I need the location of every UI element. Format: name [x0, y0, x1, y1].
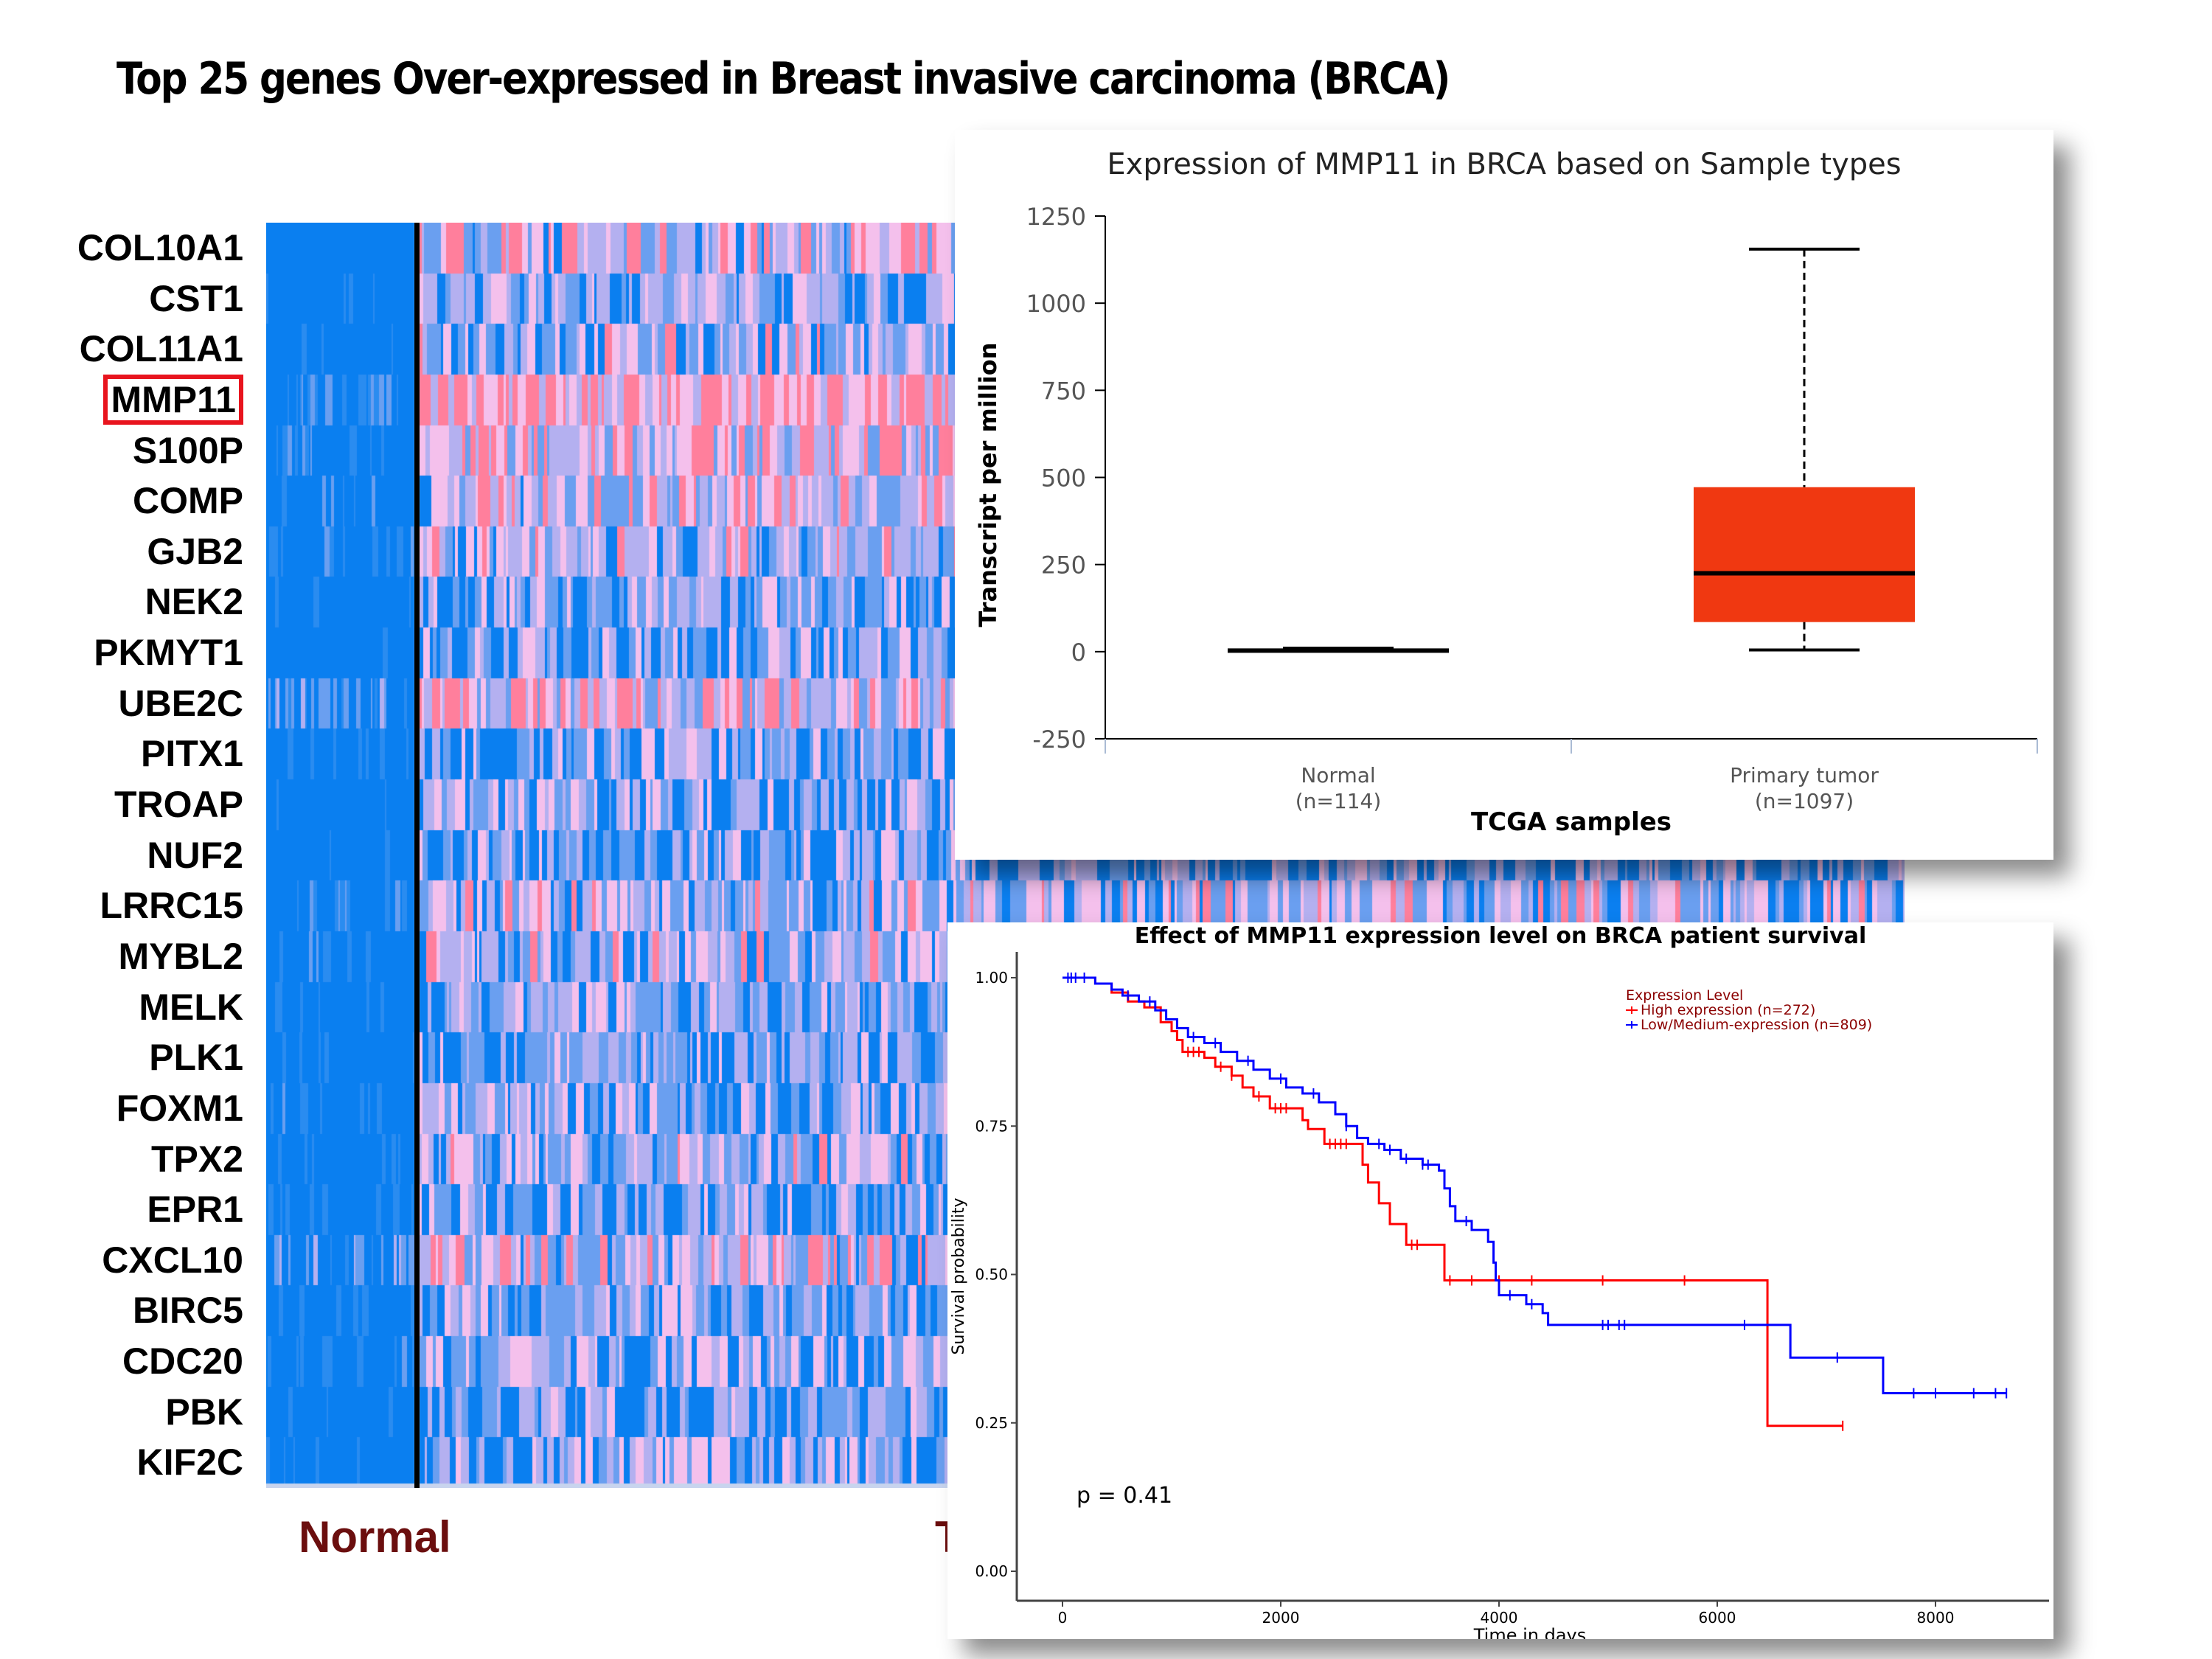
y-tick-label: 0.00	[975, 1562, 1008, 1580]
gene-name: PKMYT1	[94, 632, 243, 674]
y-axis-label: Survival probability	[950, 1197, 968, 1354]
gene-name: S100P	[132, 429, 243, 471]
gene-name: BIRC5	[132, 1290, 243, 1332]
gene-label: EPR1	[0, 1184, 243, 1235]
gene-name: CXCL10	[102, 1239, 243, 1281]
page-title: Top 25 genes Over-expressed in Breast in…	[116, 53, 1450, 105]
gene-label: NEK2	[0, 577, 243, 627]
gene-name: NUF2	[147, 834, 243, 876]
gene-label-list: COL10A1 CST1 COL11A1 MMP11 S100P COMP GJB2 NEK2…	[0, 223, 243, 1488]
y-tick-label: -250	[1032, 726, 1086, 754]
gene-name: COMP	[133, 480, 243, 522]
gene-name: FOXM1	[116, 1087, 243, 1129]
x-tick-label: 8000	[1917, 1609, 1955, 1627]
gene-label: PKMYT1	[0, 627, 243, 678]
survival-chart: Effect of MMP11 expression level on BRCA…	[950, 923, 2049, 1646]
gene-label: MELK	[0, 982, 243, 1033]
x-tick-label: 2000	[1262, 1609, 1300, 1627]
y-tick-label: 500	[1041, 465, 1086, 493]
x-axis-label: Time in days	[1473, 1625, 1587, 1639]
legend-entry: Low/Medium-expression (n=809)	[1641, 1017, 1872, 1033]
gene-name: UBE2C	[118, 682, 243, 724]
category-label: Normal	[1301, 763, 1375, 787]
y-tick-label: 250	[1041, 552, 1086, 580]
gene-label: CST1	[0, 274, 243, 324]
x-tick-label: 6000	[1699, 1609, 1736, 1627]
boxplot-chart: Expression of MMP11 in BRCA based on Sam…	[974, 147, 2038, 837]
y-tick-label: 1.00	[975, 969, 1008, 987]
gene-name: COL10A1	[77, 227, 243, 268]
gene-label: NUF2	[0, 830, 243, 881]
gene-label: CXCL10	[0, 1235, 243, 1286]
p-value-annotation: p = 0.41	[1077, 1483, 1172, 1509]
y-tick-label: 0.75	[975, 1117, 1008, 1135]
category-n-label: (n=1097)	[1755, 789, 1854, 813]
y-tick-label: 0	[1071, 639, 1086, 667]
gene-name: EPR1	[147, 1189, 243, 1231]
chart-title: Expression of MMP11 in BRCA based on Sam…	[1107, 147, 1901, 181]
gene-name: LRRC15	[100, 885, 243, 927]
y-tick-label: 0.25	[975, 1414, 1008, 1432]
gene-name: NEK2	[145, 581, 243, 623]
gene-name: GJB2	[147, 530, 243, 572]
y-tick-label: 1250	[1026, 203, 1086, 231]
gene-label: S100P	[0, 425, 243, 476]
gene-label: TPX2	[0, 1134, 243, 1185]
category-n-label: (n=114)	[1295, 789, 1382, 813]
gene-label: MYBL2	[0, 931, 243, 982]
box	[1694, 487, 1915, 622]
gene-name: MYBL2	[118, 935, 243, 977]
gene-name: PLK1	[149, 1037, 243, 1079]
gene-name: PITX1	[141, 733, 243, 775]
gene-name: TROAP	[114, 784, 243, 826]
gene-label: COMP	[0, 476, 243, 526]
gene-label: MMP11	[0, 374, 243, 425]
x-tick-label: 0	[1058, 1609, 1068, 1627]
gene-name: TPX2	[150, 1138, 243, 1180]
gene-name: PBK	[165, 1391, 243, 1433]
gene-label: GJB2	[0, 526, 243, 577]
gene-label: FOXM1	[0, 1083, 243, 1134]
gene-name: COL11A1	[79, 328, 243, 370]
gene-label: TROAP	[0, 779, 243, 830]
group-label-normal: Normal	[299, 1512, 451, 1562]
gene-label: LRRC15	[0, 880, 243, 931]
gene-label: CDC20	[0, 1336, 243, 1387]
legend-title: Expression Level	[1626, 987, 1743, 1004]
y-tick-label: 0.50	[975, 1266, 1008, 1284]
gene-label: KIF2C	[0, 1437, 243, 1488]
x-axis-label: TCGA samples	[1471, 807, 1672, 837]
gene-label: COL10A1	[0, 223, 243, 274]
gene-label: PLK1	[0, 1032, 243, 1083]
gene-name: CDC20	[122, 1340, 243, 1382]
y-tick-label: 750	[1041, 377, 1086, 405]
boxplot-panel: Expression of MMP11 in BRCA based on Sam…	[955, 130, 2053, 860]
gene-label: PBK	[0, 1387, 243, 1438]
y-tick-label: 1000	[1026, 290, 1086, 318]
gene-name: MELK	[139, 986, 243, 1028]
category-label: Primary tumor	[1730, 763, 1879, 787]
chart-title: Effect of MMP11 expression level on BRCA…	[1135, 923, 1867, 949]
gene-label: COL11A1	[0, 324, 243, 375]
gene-label: PITX1	[0, 728, 243, 779]
x-tick-label: 4000	[1481, 1609, 1518, 1627]
survival-panel: Effect of MMP11 expression level on BRCA…	[947, 922, 2053, 1646]
y-axis-label: Transcript per million	[974, 342, 1002, 627]
highlighted-gene-label: MMP11	[103, 374, 243, 425]
legend-entry: High expression (n=272)	[1641, 1002, 1815, 1018]
gene-name: KIF2C	[136, 1441, 243, 1484]
gene-name: CST1	[149, 277, 243, 319]
gene-label: BIRC5	[0, 1285, 243, 1336]
gene-label: UBE2C	[0, 678, 243, 729]
survival-curve-high	[1062, 976, 1843, 1427]
normal-tumor-divider	[414, 223, 420, 1488]
survival-curve-low-medium	[1062, 976, 2007, 1394]
